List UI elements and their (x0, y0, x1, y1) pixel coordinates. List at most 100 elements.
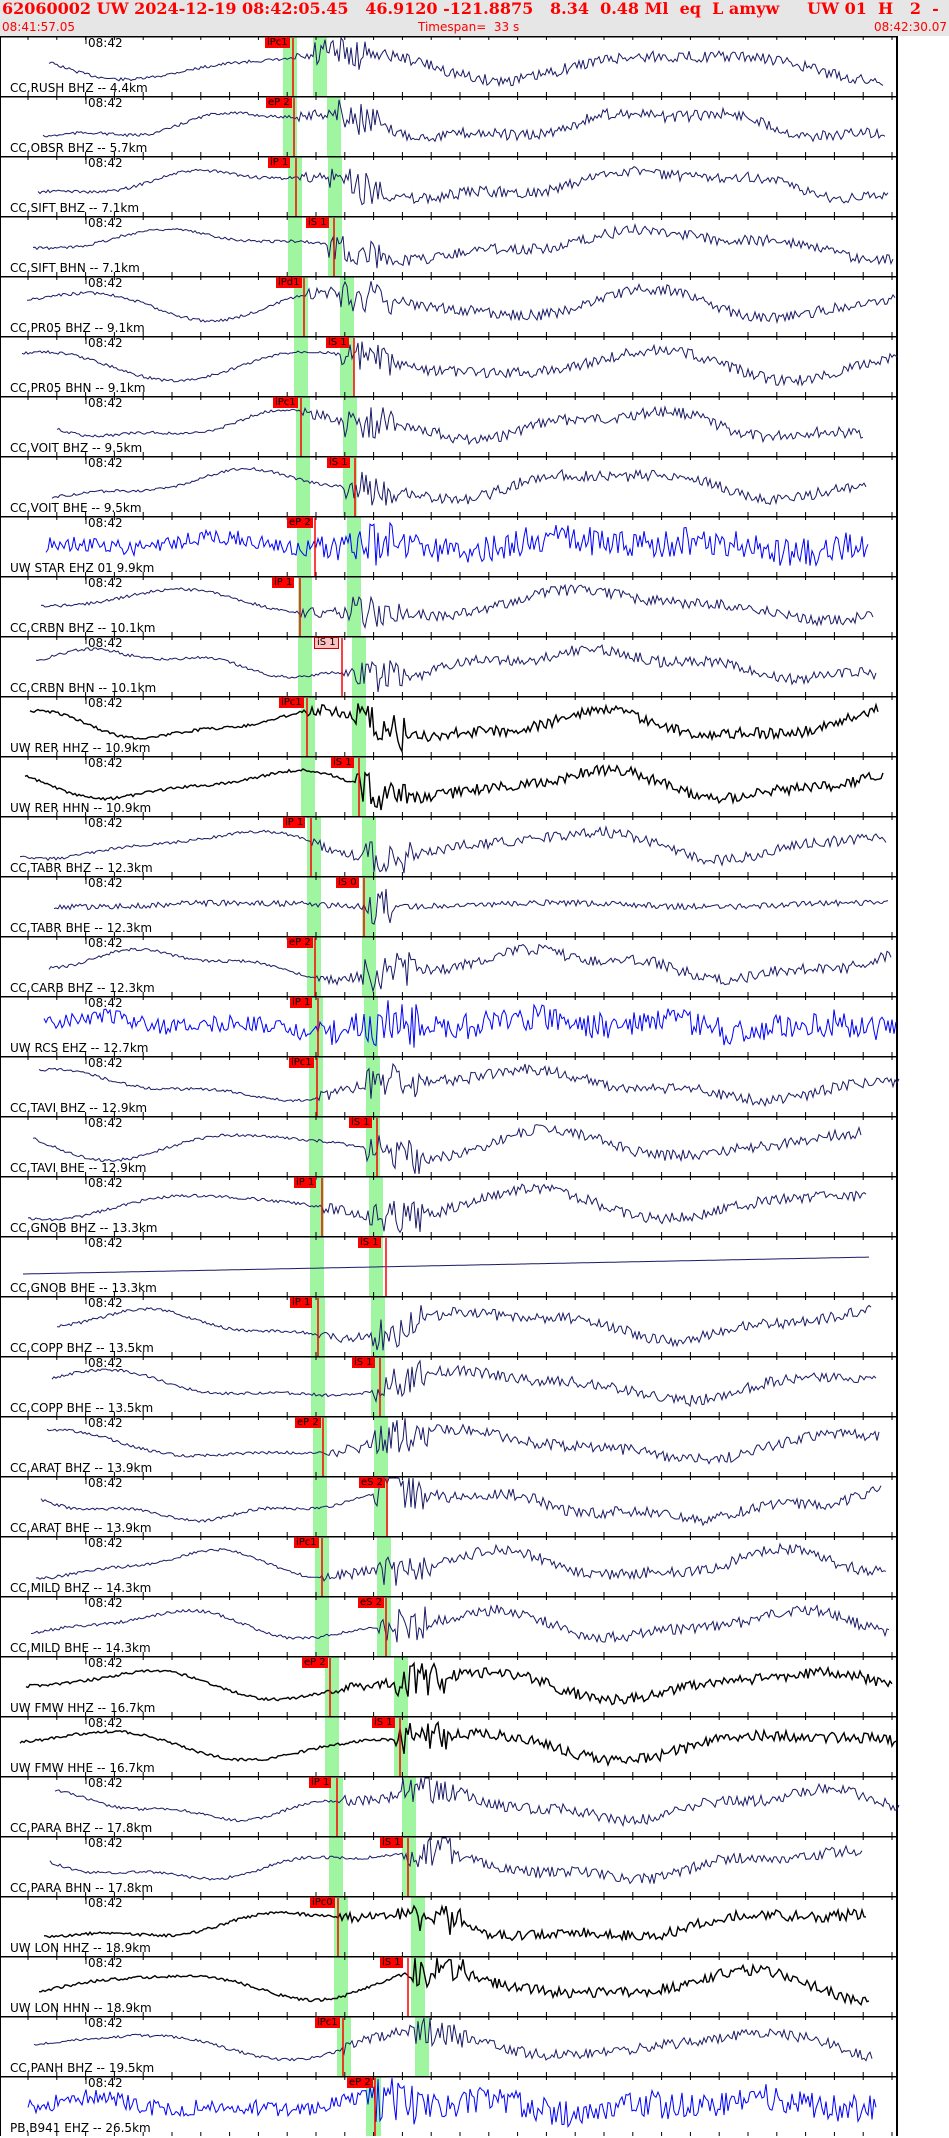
trace-panel[interactable]: 08:42 eS 2 CC.ARAT BHE -- 13.9km (0, 1476, 949, 1536)
trace-panel[interactable]: 08:42 iP 1 UW RCS EHZ -- 12.7km (0, 996, 949, 1056)
waveform-plot (0, 96, 898, 156)
trace-panel[interactable]: 08:42 iPc1 CC.TAVI BHZ -- 12.9km (0, 1056, 949, 1116)
phase-pick-flag[interactable]: iPc0 (310, 1897, 335, 1908)
phase-pick-flag[interactable]: iP 1 (294, 1177, 317, 1188)
trace-panel[interactable]: 08:42 iS 1 CC.CRBN BHN -- 10.1km (0, 636, 949, 696)
waveform-plot (0, 276, 898, 336)
phase-pick-flag[interactable]: iP 1 (309, 1777, 332, 1788)
waveform-plot (0, 636, 898, 696)
phase-pick-flag[interactable]: iS 1 (380, 1957, 403, 1968)
phase-pick-flag[interactable]: iS 1 (314, 637, 339, 649)
phase-pick-flag[interactable]: iS 1 (327, 457, 350, 468)
trace-panel[interactable]: 08:42 iPc1 CC.RUSH BHZ -- 4.4km (0, 36, 949, 96)
time-tick-label: 08:42 (88, 696, 123, 710)
trace-panel[interactable]: 08:42 eP 2 CC.ARAT BHZ -- 13.9km (0, 1416, 949, 1476)
station-channel-label: CC.TABR BHZ -- 12.3km (10, 861, 153, 875)
station-channel-label: CC.VOIT BHZ -- 9.5km (10, 441, 143, 455)
phase-pick-flag[interactable]: eP 2 (287, 517, 313, 528)
trace-panel[interactable]: 08:42 iS 1 CC.PARA BHN -- 17.8km (0, 1836, 949, 1896)
trace-panel[interactable]: 08:42 iS 1 UW LON HHN -- 18.9km (0, 1956, 949, 2016)
trace-panel[interactable]: 08:42 iP 1 CC.PARA BHZ -- 17.8km (0, 1776, 949, 1836)
phase-pick-flag[interactable]: iS 1 (358, 1237, 381, 1248)
trace-panel[interactable]: 08:42 iP 1 CC.CRBN BHZ -- 10.1km (0, 576, 949, 636)
trace-panel[interactable]: 08:42 iS 1 CC.VOIT BHE -- 9.5km (0, 456, 949, 516)
trace-panel[interactable]: 08:42 iS 1 CC.PR05 BHN -- 9.1km (0, 336, 949, 396)
phase-pick-flag[interactable]: iPc1 (289, 1057, 314, 1068)
station-channel-label: CC.PARA BHZ -- 17.8km (10, 1821, 153, 1835)
trace-panel[interactable]: 08:42 iPc1 CC.MILD BHZ -- 14.3km (0, 1536, 949, 1596)
trace-panel[interactable]: 08:42 iS 1 CC.COPP BHE -- 13.5km (0, 1356, 949, 1416)
time-tick-label: 08:42 (88, 1836, 123, 1850)
time-tick-label: 08:42 (88, 576, 123, 590)
trace-panel[interactable]: 08:42 eP 2 UW FMW HHZ -- 16.7km (0, 1656, 949, 1716)
trace-panel[interactable]: 08:42 iPc1 UW RER HHZ -- 10.9km (0, 696, 949, 756)
time-tick-label: 08:42 (88, 36, 123, 50)
phase-pick-flag[interactable]: iS 1 (380, 1837, 403, 1848)
phase-pick-flag[interactable]: iP 1 (272, 577, 295, 588)
trace-panel[interactable]: 08:42 iS 1 UW RER HHN -- 10.9km (0, 756, 949, 816)
station-channel-label: CC.MILD BHE -- 14.3km (10, 1641, 151, 1655)
phase-pick-flag[interactable]: iS 1 (326, 337, 349, 348)
trace-panel[interactable]: 08:42 eS 2 CC.MILD BHE -- 14.3km (0, 1596, 949, 1656)
trace-panel[interactable]: 08:42 iPc0 UW LON HHZ -- 18.9km (0, 1896, 949, 1956)
phase-pick-flag[interactable]: iS 1 (372, 1717, 395, 1728)
waveform-plot (0, 1776, 900, 1836)
trace-panel[interactable]: 08:42 iP 1 CC.COPP BHZ -- 13.5km (0, 1296, 949, 1356)
phase-pick-flag[interactable]: iS 1 (349, 1117, 372, 1128)
phase-pick-flag[interactable]: eS 2 (358, 1597, 385, 1608)
phase-pick-flag[interactable]: eP 2 (287, 937, 313, 948)
phase-pick-flag[interactable]: iP 1 (283, 817, 306, 828)
event-header: 62060002 UW 2024-12-19 08:42:05.45 46.91… (0, 0, 949, 36)
phase-pick-flag[interactable]: iS 1 (306, 217, 329, 228)
trace-panel[interactable]: 08:42 eP 2 UW STAR EHZ 01 9.9km (0, 516, 949, 576)
trace-panel[interactable]: 08:42 iS 0 CC.TABR BHE -- 12.3km (0, 876, 949, 936)
phase-pick-flag[interactable]: iP 1 (290, 1297, 313, 1308)
phase-pick-flag[interactable]: iS 1 (331, 757, 354, 768)
station-channel-label: CC.SIFT BHN -- 7.1km (10, 261, 140, 275)
trace-panel[interactable]: 08:42 iPd1 CC.PR05 BHZ -- 9.1km (0, 276, 949, 336)
trace-panel[interactable]: 08:42 iPc1 CC.VOIT BHZ -- 9.5km (0, 396, 949, 456)
waveform-plot (0, 1836, 898, 1896)
station-channel-label: CC.GNOB BHE -- 13.3km (10, 1281, 157, 1295)
trace-panel[interactable]: 08:42 iPc1 CC.PANH BHZ -- 19.5km (0, 2016, 949, 2076)
phase-pick-flag[interactable]: iPd1 (276, 277, 302, 288)
station-channel-label: UW STAR EHZ 01 9.9km (10, 561, 155, 575)
trace-panel[interactable]: 08:42 iS 1 UW FMW HHE -- 16.7km (0, 1716, 949, 1776)
trace-panel[interactable]: 08:42 eP 2 PB.B941 EHZ -- 26.5km (0, 2076, 949, 2136)
trace-panel[interactable]: 08:42 iP 1 CC.TABR BHZ -- 12.3km (0, 816, 949, 876)
trace-panel[interactable]: 08:42 iP 1 CC.SIFT BHZ -- 7.1km (0, 156, 949, 216)
station-channel-label: CC.PARA BHN -- 17.8km (10, 1881, 154, 1895)
trace-panel[interactable]: 08:42 iS 1 CC.TAVI BHE -- 12.9km (0, 1116, 949, 1176)
time-tick-label: 08:42 (88, 456, 123, 470)
time-tick-label: 08:42 (88, 1356, 123, 1370)
window-start-time: 08:41:57.05 (2, 20, 75, 34)
phase-pick-flag[interactable]: iS 1 (352, 1357, 375, 1368)
trace-panel[interactable]: 08:42 iS 1 CC.SIFT BHN -- 7.1km (0, 216, 949, 276)
phase-pick-flag[interactable]: eP 2 (266, 97, 292, 108)
phase-pick-flag[interactable]: iPc1 (265, 37, 290, 48)
station-channel-label: UW FMW HHE -- 16.7km (10, 1761, 155, 1775)
seismogram-traces[interactable]: 08:42 iPc1 CC.RUSH BHZ -- 4.4km 08:42 eP 2 CC… (0, 36, 949, 2138)
phase-pick-flag[interactable]: iPc1 (279, 697, 304, 708)
phase-pick-flag[interactable]: iP 1 (268, 157, 291, 168)
time-tick-label: 08:42 (88, 816, 123, 830)
phase-pick-flag[interactable]: iPc1 (315, 2017, 340, 2028)
trace-panel[interactable]: 08:42 eP 2 CC.CARB BHZ -- 12.3km (0, 936, 949, 996)
station-channel-label: CC.CRBN BHZ -- 10.1km (10, 621, 156, 635)
waveform-plot (0, 1236, 898, 1296)
trace-panel[interactable]: 08:42 iP 1 CC.GNOB BHZ -- 13.3km (0, 1176, 949, 1236)
phase-pick-flag[interactable]: eP 2 (347, 2077, 373, 2088)
station-channel-label: CC.TAVI BHZ -- 12.9km (10, 1101, 148, 1115)
phase-pick-flag[interactable]: eS 2 (359, 1477, 386, 1488)
phase-pick-flag[interactable]: eP 2 (295, 1417, 321, 1428)
phase-pick-flag[interactable]: iPc1 (294, 1537, 319, 1548)
phase-pick-flag[interactable]: iPc1 (273, 397, 298, 408)
trace-panel[interactable]: 08:42 eP 2 CC.OBSR BHZ -- 5.7km (0, 96, 949, 156)
phase-pick-flag[interactable]: iP 1 (290, 997, 313, 1008)
phase-pick-flag[interactable]: iS 0 (336, 877, 359, 888)
trace-panel[interactable]: 08:42 iS 1 CC.GNOB BHE -- 13.3km (0, 1236, 949, 1296)
time-tick-label: 08:42 (88, 2076, 123, 2090)
station-channel-label: UW LON HHN -- 18.9km (10, 2001, 152, 2015)
waveform-plot (0, 1656, 898, 1716)
phase-pick-flag[interactable]: eP 2 (302, 1657, 328, 1668)
